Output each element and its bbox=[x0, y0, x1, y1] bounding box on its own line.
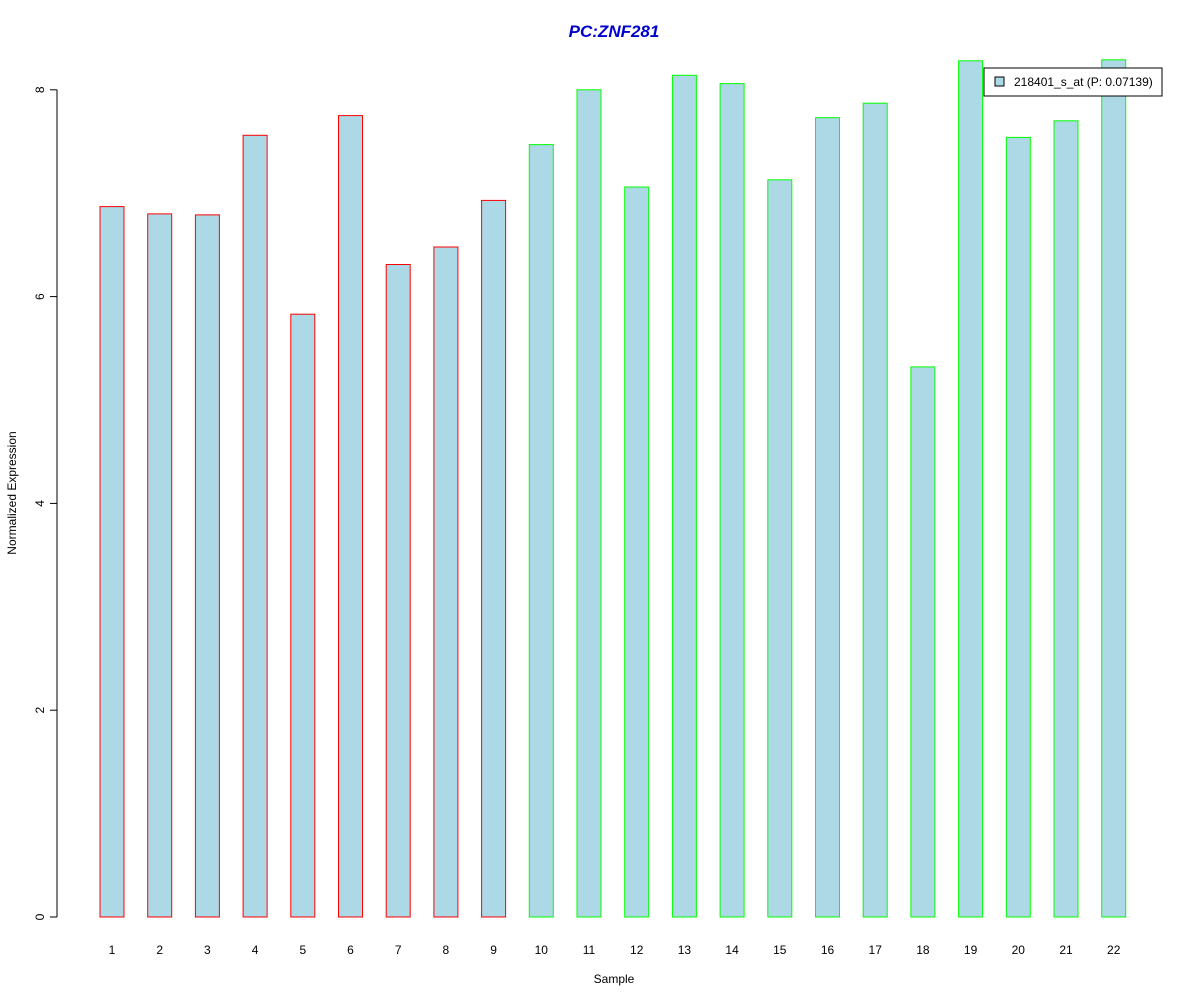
bar-sample-4 bbox=[242, 134, 268, 918]
bar-sample-15 bbox=[767, 179, 793, 918]
y-axis-title: Normalized Expression bbox=[5, 431, 19, 554]
x-tick-label: 17 bbox=[869, 943, 883, 957]
bar-sample-22 bbox=[1101, 59, 1127, 918]
bars-group bbox=[99, 59, 1127, 918]
x-tick-label: 19 bbox=[964, 943, 978, 957]
x-tick-label: 9 bbox=[490, 943, 497, 957]
x-tick-label: 8 bbox=[443, 943, 450, 957]
legend-label: 218401_s_at (P: 0.07139) bbox=[1014, 75, 1153, 89]
y-tick-label: 2 bbox=[33, 707, 47, 714]
x-tick-label: 12 bbox=[630, 943, 644, 957]
chart-title: PC:ZNF281 bbox=[569, 22, 660, 41]
x-tick-label: 1 bbox=[109, 943, 116, 957]
x-tick-label: 2 bbox=[156, 943, 163, 957]
x-tick-label: 3 bbox=[204, 943, 211, 957]
y-tick-label: 4 bbox=[33, 500, 47, 507]
bar-sample-16 bbox=[815, 117, 840, 918]
x-tick-label: 4 bbox=[252, 943, 259, 957]
x-tick-label: 13 bbox=[678, 943, 692, 957]
bar-sample-17 bbox=[862, 102, 888, 918]
bar-sample-1 bbox=[99, 206, 125, 918]
x-tick-label: 16 bbox=[821, 943, 835, 957]
bar-sample-13 bbox=[671, 74, 697, 918]
x-tick-label: 5 bbox=[299, 943, 306, 957]
bar-sample-18 bbox=[910, 366, 936, 918]
bar-sample-10 bbox=[528, 144, 554, 918]
x-tick-label: 15 bbox=[773, 943, 787, 957]
bar-sample-20 bbox=[1005, 136, 1031, 918]
legend-swatch bbox=[994, 76, 1005, 87]
x-tick-labels: 1 2 3 4 5 6 7 8 9 10 11 12 13 14 15 16 17 18 19 20 21 22 bbox=[109, 943, 1121, 957]
x-axis-title: Sample bbox=[594, 972, 635, 986]
x-tick-label: 18 bbox=[916, 943, 930, 957]
bar-sample-6 bbox=[338, 115, 363, 918]
y-axis: 0 2 4 6 8 bbox=[33, 86, 58, 920]
x-tick-label: 14 bbox=[725, 943, 739, 957]
x-tick-label: 22 bbox=[1107, 943, 1121, 957]
x-tick-label: 11 bbox=[583, 943, 596, 957]
x-tick-label: 20 bbox=[1012, 943, 1026, 957]
x-tick-label: 10 bbox=[535, 943, 549, 957]
y-tick-label: 0 bbox=[33, 913, 47, 920]
bar-sample-9 bbox=[481, 199, 507, 918]
bar-sample-19 bbox=[958, 60, 984, 918]
x-tick-label: 6 bbox=[347, 943, 354, 957]
y-tick-label: 6 bbox=[33, 293, 47, 300]
y-tick-label: 8 bbox=[33, 86, 47, 93]
legend: 218401_s_at (P: 0.07139) bbox=[983, 67, 1163, 97]
legend-box bbox=[983, 67, 1163, 97]
bar-sample-3 bbox=[194, 214, 220, 918]
x-tick-label: 21 bbox=[1059, 943, 1073, 957]
bar-sample-5 bbox=[290, 313, 316, 918]
bar-sample-11 bbox=[576, 89, 602, 918]
bar-sample-7 bbox=[385, 264, 411, 918]
bar-sample-2 bbox=[147, 213, 173, 918]
bar-sample-8 bbox=[433, 246, 459, 918]
bar-sample-14 bbox=[719, 83, 745, 918]
bar-sample-12 bbox=[624, 186, 650, 918]
bar-sample-21 bbox=[1053, 120, 1079, 918]
x-tick-label: 7 bbox=[395, 943, 402, 957]
